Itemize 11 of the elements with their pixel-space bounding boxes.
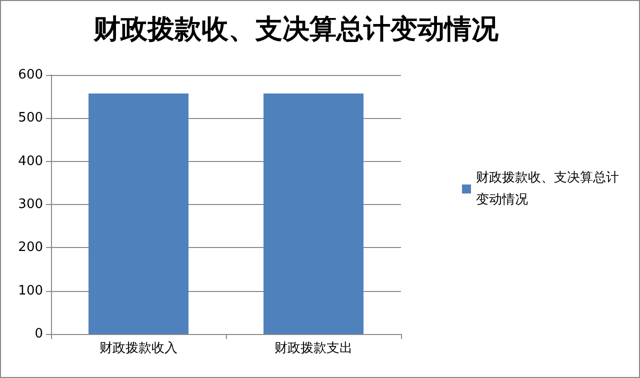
- y-tick-label: 600: [18, 68, 43, 82]
- y-tick-label: 500: [18, 110, 43, 126]
- legend-label: 财政拨款收、支决算总计变动情况: [476, 170, 619, 208]
- x-tick-label: 财政拨款收入: [100, 341, 178, 356]
- y-tick-label: 0: [34, 326, 43, 342]
- y-tick-label: 200: [18, 240, 43, 256]
- y-tick-label: 100: [18, 283, 43, 298]
- x-tick-label: 财政拨款支出: [274, 341, 352, 356]
- y-tick-label: 300: [18, 197, 43, 212]
- y-tick-label: 400: [18, 154, 43, 169]
- chart-title: 财政拨款收、支决算总计变动情况: [92, 14, 500, 45]
